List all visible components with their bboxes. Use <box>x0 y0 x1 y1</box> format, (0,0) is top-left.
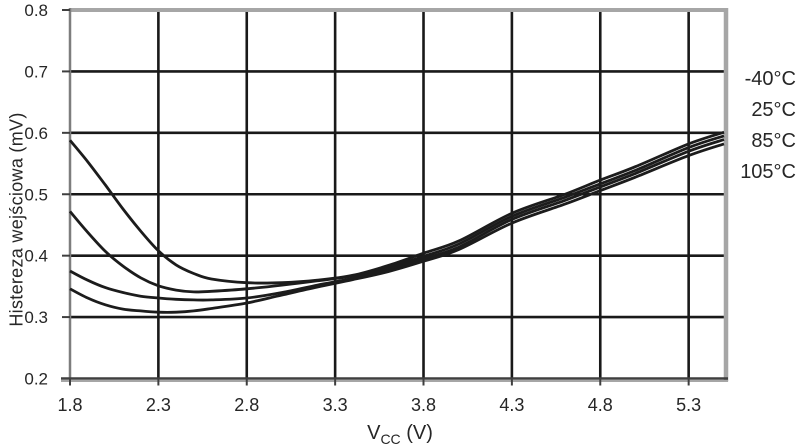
y-tick-label: 0.2 <box>24 370 48 389</box>
legend-entry-minus40c: -40°C <box>744 68 796 90</box>
x-tick-label: 1.8 <box>57 395 82 415</box>
x-tick-label: 2.8 <box>234 395 259 415</box>
legend-entry-105c: 105°C <box>740 161 796 183</box>
x-axis-title-symbol: V <box>367 422 381 444</box>
x-tick-label: 3.8 <box>411 395 436 415</box>
x-axis-title-subscript: CC <box>380 431 401 447</box>
curve-85C <box>69 138 725 302</box>
curve--40C <box>68 130 725 285</box>
curve-25C <box>68 134 725 294</box>
legend-entry-85c: 85°C <box>751 130 796 152</box>
x-tick-label: 2.3 <box>146 395 171 415</box>
y-tick-label: 0.7 <box>24 62 48 81</box>
curve-105C <box>69 142 725 314</box>
y-axis-title: Histereza wejściowa (mV) <box>7 88 28 352</box>
legend-entry-25c: 25°C <box>751 99 796 121</box>
y-tick-label: 0.3 <box>24 308 48 327</box>
x-tick-label: 4.8 <box>588 395 613 415</box>
y-tick-label: 0.4 <box>24 247 48 266</box>
x-axis-title: VCC (V) <box>300 422 500 447</box>
x-axis-title-unit: (V) <box>400 422 433 444</box>
legend: -40°C 25°C 85°C 105°C <box>740 64 796 188</box>
y-axis-title-text: Histereza wejściowa (mV) <box>6 112 27 327</box>
y-tick-label: 0.8 <box>24 1 48 20</box>
x-tick-label: 4.3 <box>499 395 524 415</box>
x-tick-label: 5.3 <box>676 395 701 415</box>
y-tick-label: 0.5 <box>24 185 48 204</box>
x-tick-label: 3.3 <box>323 395 348 415</box>
y-tick-label: 0.6 <box>24 124 48 143</box>
